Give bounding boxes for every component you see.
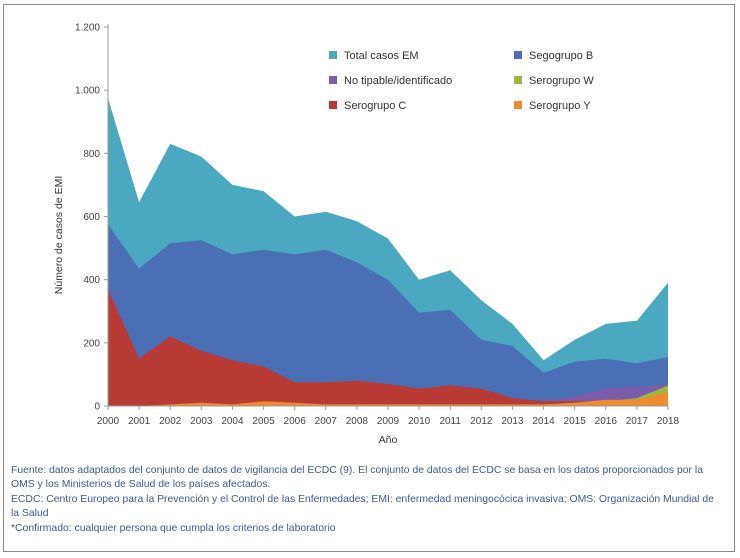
x-tick-label: 2006	[284, 416, 307, 427]
x-tick-label: 2001	[128, 416, 151, 427]
y-tick-label: 0	[94, 402, 100, 413]
legend-label: Serogrupo W	[529, 75, 594, 87]
x-tick-label: 2005	[252, 416, 275, 427]
y-tick-label: 800	[83, 149, 100, 160]
legend-label: Serogrupo C	[344, 100, 406, 112]
source-note-confirmed: *Confirmado: cualquier persona que cumpl…	[11, 522, 336, 534]
legend-swatch	[329, 51, 337, 59]
chart-ticks: 0 200 400 600 800 1.000 1.200 2000 2001 2002 2003 2…	[75, 23, 680, 428]
area-segogrupo-b	[108, 224, 668, 406]
figure-frame	[3, 4, 735, 552]
y-tick-label: 200	[83, 338, 100, 349]
source-note-fuente: Fuente: datos adaptados del conjunto de …	[11, 465, 703, 491]
y-axis-label: Número de casos de EMI	[53, 176, 65, 294]
chart-areas	[108, 98, 668, 406]
x-tick-label: 2007	[315, 416, 338, 427]
source-note-abbreviations: ECDC: Centro Europeo para la Prevención …	[11, 493, 714, 520]
x-tick-label: 2000	[97, 416, 120, 427]
legend-label: Total casos EM	[344, 50, 419, 62]
x-tick-label: 2004	[221, 416, 244, 427]
area-serogrupo-c	[108, 289, 668, 406]
x-axis-label: Año	[379, 434, 398, 446]
legend-label: No tipable/identificado	[344, 75, 452, 87]
y-tick-label: 1.200	[75, 23, 100, 34]
legend-label: Serogrupo Y	[529, 100, 591, 112]
x-tick-label: 2011	[439, 416, 461, 427]
legend-swatch	[514, 51, 522, 59]
x-tick-label: 2015	[564, 416, 587, 427]
y-tick-label: 400	[83, 275, 100, 286]
x-tick-label: 2012	[470, 416, 493, 427]
legend-swatch	[514, 76, 522, 84]
area-chart: 0 200 400 600 800 1.000 1.200 2000 2001 2002 2003 2…	[53, 23, 680, 447]
x-tick-label: 2013	[501, 416, 524, 427]
x-tick-label: 2014	[532, 416, 555, 427]
chart-legend: Total casos EM Segogrupo B No tipable/iden…	[329, 50, 594, 112]
area-serogrupo-y	[108, 391, 668, 406]
legend-label: Segogrupo B	[529, 50, 593, 62]
legend-swatch	[329, 76, 337, 84]
x-tick-label: 2016	[595, 416, 618, 427]
x-tick-label: 2003	[190, 416, 213, 427]
y-tick-label: 600	[83, 212, 100, 223]
x-tick-label: 2018	[657, 416, 680, 427]
x-tick-label: 2002	[159, 416, 182, 427]
x-tick-label: 2009	[377, 416, 400, 427]
legend-swatch	[514, 101, 522, 109]
x-tick-label: 2008	[346, 416, 369, 427]
y-tick-label: 1.000	[75, 86, 100, 97]
x-tick-label: 2017	[626, 416, 649, 427]
legend-swatch	[329, 101, 337, 109]
x-tick-label: 2010	[408, 416, 431, 427]
source-notes: Fuente: datos adaptados del conjunto de …	[11, 464, 723, 536]
